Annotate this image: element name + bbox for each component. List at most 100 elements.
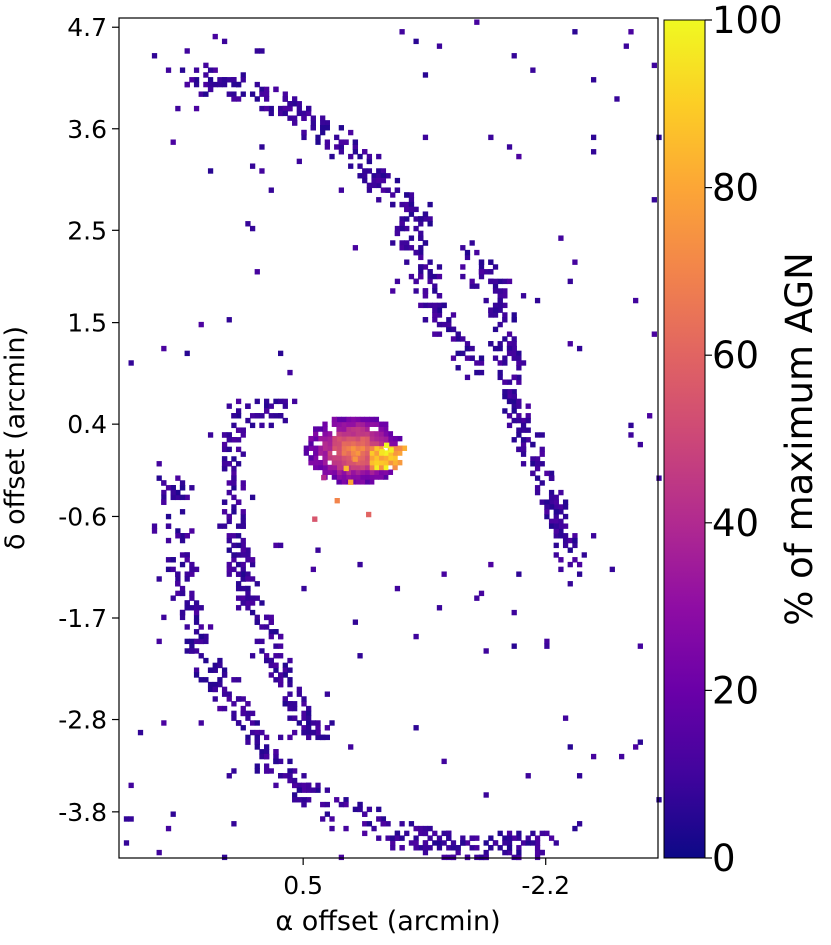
map-pixel (488, 269, 494, 275)
map-pixel (240, 710, 246, 717)
map-pixel (240, 585, 246, 592)
map-pixel (572, 259, 578, 265)
map-pixel (254, 720, 260, 726)
map-pixel (562, 523, 569, 529)
map-pixel (226, 547, 232, 553)
map-pixel (287, 657, 293, 664)
map-pixel (203, 62, 209, 69)
map-pixel (651, 62, 657, 69)
map-pixel (221, 441, 228, 448)
map-pixel (165, 523, 172, 529)
map-pixel (292, 120, 298, 126)
map-pixel (408, 192, 415, 198)
map-pixel (240, 509, 246, 515)
map-pixel (392, 464, 398, 471)
map-pixel (217, 657, 223, 664)
map-pixel (175, 533, 181, 539)
map-pixel (418, 249, 424, 256)
map-pixel (656, 475, 662, 481)
map-pixel (355, 416, 361, 423)
map-pixel (548, 518, 555, 525)
map-pixel (516, 427, 522, 433)
map-pixel (544, 509, 550, 515)
map-pixel (464, 854, 471, 861)
map-pixel (221, 672, 228, 678)
map-pixel (383, 474, 389, 480)
map-pixel (282, 105, 288, 112)
map-pixel (189, 561, 195, 568)
map-pixel (179, 537, 186, 544)
map-pixel (235, 446, 242, 453)
map-pixel (345, 469, 352, 475)
map-pixel (520, 461, 527, 467)
map-pixel (296, 720, 302, 726)
map-pixel (179, 561, 186, 568)
map-pixel (278, 672, 284, 678)
map-pixel (336, 421, 342, 427)
map-pixel (322, 431, 328, 437)
map-pixel (488, 307, 494, 313)
map-pixel (331, 416, 337, 423)
map-pixel (226, 691, 232, 697)
map-pixel (287, 691, 293, 697)
map-pixel (441, 302, 447, 309)
map-pixel (345, 455, 352, 461)
map-pixel (324, 144, 330, 150)
map-pixel (231, 533, 237, 539)
map-pixel (392, 435, 398, 442)
map-pixel (436, 840, 443, 846)
map-pixel (511, 403, 517, 409)
map-pixel (399, 835, 405, 841)
map-pixel (534, 840, 541, 846)
map-pixel (212, 667, 218, 673)
map-pixel (184, 576, 190, 582)
map-pixel (165, 67, 172, 73)
map-pixel (422, 240, 429, 246)
map-pixel (422, 317, 429, 323)
map-pixel (446, 321, 452, 328)
map-pixel (245, 547, 251, 553)
map-pixel (348, 744, 354, 750)
map-pixel (156, 849, 162, 856)
map-pixel (240, 696, 246, 702)
map-pixel (357, 801, 363, 808)
map-pixel (193, 609, 200, 616)
map-pixel (175, 571, 181, 577)
map-pixel (567, 278, 573, 285)
map-pixel (226, 480, 232, 486)
map-pixel (558, 489, 564, 496)
map-pixel (371, 173, 377, 179)
map-pixel (378, 474, 384, 480)
map-pixel (341, 459, 347, 466)
map-pixel (324, 120, 330, 126)
map-pixel (355, 445, 361, 451)
map-pixel (336, 435, 342, 442)
map-pixel (369, 455, 375, 461)
map-pixel (558, 557, 564, 563)
map-pixel (525, 413, 531, 419)
map-pixel (249, 720, 256, 726)
map-pixel (418, 269, 424, 275)
map-pixel (387, 459, 394, 466)
map-pixel (369, 421, 375, 427)
map-pixel (567, 581, 573, 587)
map-pixel (217, 81, 223, 88)
map-pixel (198, 677, 204, 683)
map-pixel (352, 139, 359, 145)
map-pixel (534, 456, 541, 462)
map-pixel (362, 168, 368, 174)
map-pixel (231, 701, 237, 707)
map-pixel (341, 469, 347, 475)
map-pixel (296, 797, 302, 803)
map-pixel (165, 485, 172, 491)
map-pixel (268, 105, 274, 112)
map-pixel (492, 283, 499, 289)
map-pixel (336, 416, 342, 423)
map-pixel (637, 739, 643, 745)
map-pixel (240, 432, 246, 438)
map-pixel (460, 835, 466, 841)
map-pixel (567, 341, 573, 347)
map-pixel (278, 398, 284, 405)
map-pixel (371, 182, 377, 189)
map-pixel (226, 317, 232, 323)
